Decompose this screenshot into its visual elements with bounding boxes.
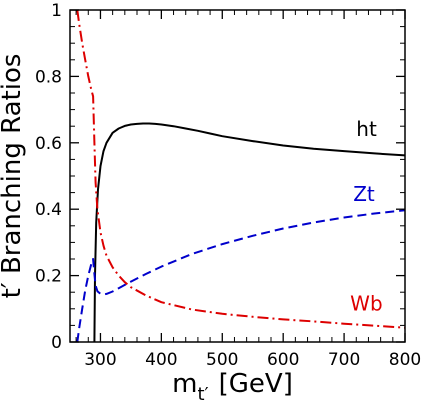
y-tick-label: 0 [51, 333, 62, 353]
x-tick-label: 400 [145, 350, 177, 370]
y-tick-label: 0.8 [35, 67, 62, 87]
x-axis-title-unit: [GeV] [219, 369, 293, 399]
series-line-ht [93, 122, 405, 342]
series-label-ht: ht [356, 117, 377, 141]
x-tick-label: 300 [84, 350, 116, 370]
x-axis-title: mt′ [GeV] [172, 369, 293, 405]
x-axis-title-subscript: t′ [197, 384, 208, 405]
x-tick-label: 700 [328, 350, 360, 370]
y-tick-label: 0.2 [35, 267, 62, 287]
label-layer: ht Zt Wb [350, 117, 382, 315]
series-label-wb: Wb [350, 291, 382, 315]
y-tick-label: 0.4 [35, 200, 62, 220]
y-tick-label: 0.6 [35, 134, 62, 154]
x-axis-title-main: m [172, 369, 197, 399]
x-tick-label: 800 [389, 350, 421, 370]
series-line-wb [76, 10, 405, 329]
series-label-zt: Zt [353, 182, 375, 206]
series-line-zt [76, 209, 405, 342]
x-tick-label: 500 [206, 350, 238, 370]
y-axis-title: t′ Branching Ratios [0, 54, 27, 299]
x-tick-label: 600 [267, 350, 299, 370]
tick-layer: 300 400 500 600 700 800 0 0.2 0.4 0.6 0.8 1 [35, 1, 421, 370]
series-layer [76, 10, 405, 342]
y-tick-label: 1 [51, 1, 62, 21]
